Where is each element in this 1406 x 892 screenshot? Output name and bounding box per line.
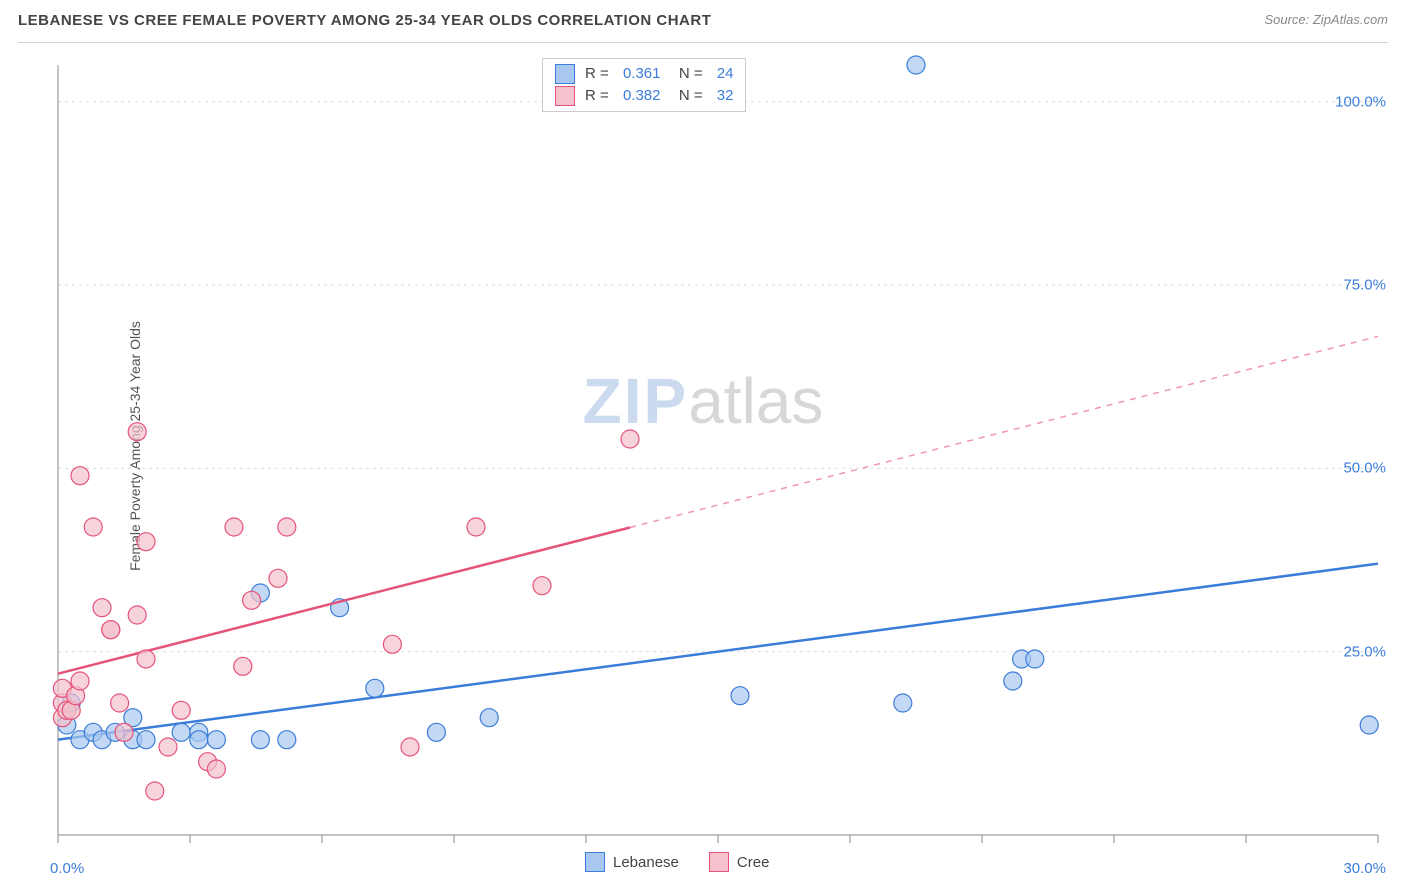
n-value: 24 (717, 63, 734, 85)
correlation-legend: R = 0.361 N = 24R = 0.382 N = 32 (542, 58, 746, 112)
chart-header: LEBANESE VS CREE FEMALE POVERTY AMONG 25… (18, 12, 1388, 43)
n-value: 32 (717, 85, 734, 107)
y-tick-label: 25.0% (1343, 643, 1386, 660)
legend-series-item: Cree (709, 852, 770, 872)
chart-container: LEBANESE VS CREE FEMALE POVERTY AMONG 25… (0, 0, 1406, 892)
y-tick-label: 50.0% (1343, 460, 1386, 477)
legend-swatch (555, 86, 575, 106)
y-tick-label: 75.0% (1343, 277, 1386, 294)
x-tick-end: 30.0% (1343, 860, 1386, 877)
legend-swatch (709, 852, 729, 872)
legend-correlation-row: R = 0.361 N = 24 (555, 63, 733, 85)
r-value: 0.382 (623, 85, 661, 107)
scatter-chart (48, 55, 1388, 865)
legend-swatch (585, 852, 605, 872)
source-label: Source: ZipAtlas.com (1264, 12, 1388, 27)
legend-series-label: Lebanese (613, 854, 679, 871)
r-value: 0.361 (623, 63, 661, 85)
r-label: R = (585, 63, 613, 85)
legend-correlation-row: R = 0.382 N = 32 (555, 85, 733, 107)
legend-series-label: Cree (737, 854, 770, 871)
n-label: N = (670, 63, 706, 85)
legend-series-item: Lebanese (585, 852, 679, 872)
n-label: N = (670, 85, 706, 107)
series-legend: Lebanese Cree (585, 852, 769, 872)
r-label: R = (585, 85, 613, 107)
x-tick-start: 0.0% (50, 860, 84, 877)
y-tick-label: 100.0% (1335, 93, 1386, 110)
chart-title: LEBANESE VS CREE FEMALE POVERTY AMONG 25… (18, 12, 711, 29)
legend-swatch (555, 64, 575, 84)
